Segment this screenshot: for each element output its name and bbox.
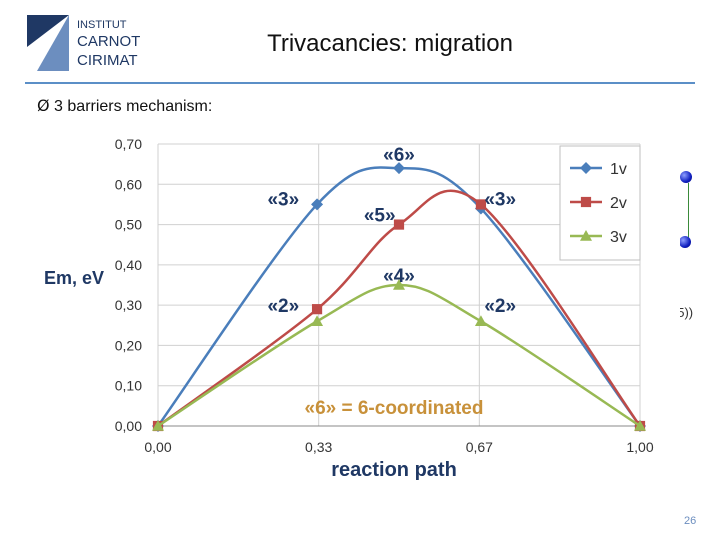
bullet-text: 3 barriers mechanism: <box>54 98 213 115</box>
y-tick-label: 0,50 <box>115 217 142 233</box>
data-point-marker <box>393 279 405 290</box>
data-point-marker <box>152 420 164 431</box>
chart-annotation: «6» <box>383 145 415 166</box>
chart-annotations: «6» «3» «3» «5» «4» «2» «2» <box>267 145 516 317</box>
y-tick-label: 0,00 <box>115 418 142 434</box>
y-tick-label: 0,40 <box>115 257 142 273</box>
y-tick-label: 0,60 <box>115 176 142 192</box>
chart-axes: 0,00 0,10 0,20 0,30 0,40 0,50 0,60 0,70 0,00 0,33… <box>115 136 654 455</box>
logo-mark-light <box>37 15 69 71</box>
chart-annotation: «5» <box>364 206 396 227</box>
legend-label: 3v <box>610 229 627 246</box>
data-point-marker <box>311 315 324 327</box>
data-point-marker <box>580 230 592 241</box>
y-tick-label: 0,10 <box>115 378 142 394</box>
data-point-marker <box>311 198 324 211</box>
logo-mark-dark <box>27 15 69 47</box>
y-tick-label: 0,70 <box>115 136 142 152</box>
data-point-marker <box>393 219 405 230</box>
data-point-marker <box>393 162 405 175</box>
y-tick-label: 0,20 <box>115 337 142 353</box>
data-point-marker <box>475 199 487 210</box>
atom-bond <box>688 183 689 239</box>
y-tick-label: 0,30 <box>115 297 142 313</box>
atom-icon <box>680 171 692 183</box>
data-point-marker <box>634 420 646 431</box>
chart-annotation: «4» <box>383 266 415 287</box>
slide-title: Trivacancies: migration <box>267 30 513 57</box>
x-axis-label: reaction path <box>331 459 457 481</box>
legend-label: 1v <box>610 161 627 178</box>
chart-series <box>152 162 646 432</box>
x-tick-label: 0,33 <box>305 439 332 455</box>
chart-annotation: «3» <box>484 189 516 210</box>
data-point-marker <box>311 304 323 315</box>
x-tick-label: 0,67 <box>466 439 493 455</box>
logo-line1: INSTITUT <box>77 19 127 31</box>
chart-annotation: «2» <box>267 296 299 317</box>
coordination-note: «6» = 6-coordinated <box>305 398 484 419</box>
atom-icon <box>679 236 691 248</box>
migration-energy-chart: 0,00 0,10 0,20 0,30 0,40 0,50 0,60 0,70 0,00 0,33… <box>30 120 680 486</box>
y-axis-label: Em, eV <box>44 268 104 288</box>
bullet-arrow-icon: Ø <box>37 96 50 115</box>
legend-label: 2v <box>610 195 627 212</box>
data-point-marker <box>580 162 592 174</box>
data-point-marker <box>474 315 487 327</box>
x-tick-label: 0,00 <box>144 439 171 455</box>
logo-line2: CARNOT <box>77 33 140 50</box>
data-point-marker <box>580 196 592 208</box>
chart-legend: 1v 2v 3v <box>559 145 641 261</box>
bullet-item: Ø 3 barriers mechanism: <box>37 96 212 116</box>
x-tick-label: 1,00 <box>626 439 653 455</box>
institut-carnot-cirimat-logo: INSTITUT CARNOT CIRIMAT <box>27 15 140 71</box>
chart-annotation: «2» <box>484 296 516 317</box>
logo-line3: CIRIMAT <box>77 52 138 69</box>
page-number: 26 <box>684 515 697 527</box>
title-underline <box>25 82 695 84</box>
chart-annotation: «3» <box>267 189 299 210</box>
